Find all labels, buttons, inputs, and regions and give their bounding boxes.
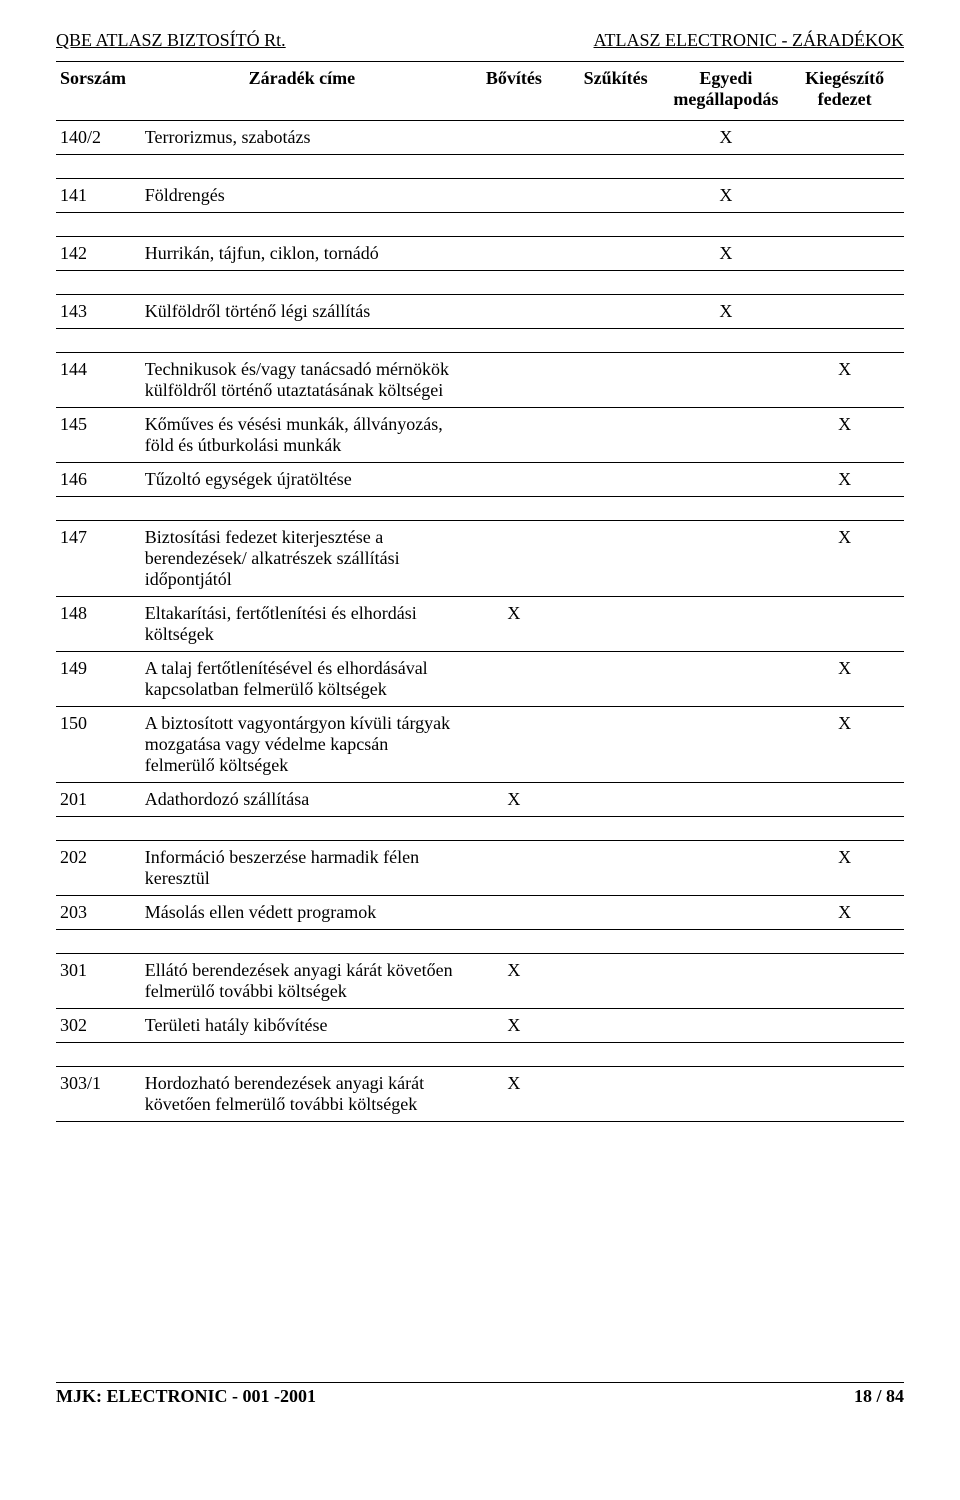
cell-num: 203 bbox=[56, 896, 141, 930]
clauses-table: Sorszám Záradék címe Bővítés Szűkítés Eg… bbox=[56, 61, 904, 1122]
table-row: 144 Technikusok és/vagy tanácsadó mérnök… bbox=[56, 353, 904, 408]
cell-title: Biztosítási fedezet kiterjesztése a bere… bbox=[141, 521, 463, 597]
cell-num: 301 bbox=[56, 954, 141, 1009]
table-row: 202 Információ beszerzése harmadik félen… bbox=[56, 841, 904, 896]
cell-num: 143 bbox=[56, 295, 141, 329]
cell-num: 302 bbox=[56, 1009, 141, 1043]
cell-title: A biztosított vagyontárgyon kívüli tárgy… bbox=[141, 707, 463, 783]
cell-title: Információ beszerzése harmadik félen ker… bbox=[141, 841, 463, 896]
th-cim: Záradék címe bbox=[141, 62, 463, 121]
th-bovites: Bővítés bbox=[463, 62, 565, 121]
cell-num: 142 bbox=[56, 237, 141, 271]
cell-mark: X bbox=[785, 521, 904, 597]
table-row: 203 Másolás ellen védett programok X bbox=[56, 896, 904, 930]
table-row: 146 Tűzoltó egységek újratöltése X bbox=[56, 463, 904, 497]
th-egyedi-l2: megállapodás bbox=[673, 89, 778, 109]
cell-mark: X bbox=[785, 408, 904, 463]
cell-mark: X bbox=[463, 783, 565, 817]
cell-mark: X bbox=[785, 896, 904, 930]
cell-mark: X bbox=[785, 707, 904, 783]
footer-right: 18 / 84 bbox=[767, 1383, 904, 1408]
table-row: 149 A talaj fertőtlenítésével és elhordá… bbox=[56, 652, 904, 707]
th-egyedi: Egyedi megállapodás bbox=[667, 62, 786, 121]
cell-num: 148 bbox=[56, 597, 141, 652]
cell-title: Földrengés bbox=[141, 179, 463, 213]
table-row: 140/2 Terrorizmus, szabotázs X bbox=[56, 121, 904, 155]
cell-mark: X bbox=[667, 121, 786, 155]
cell-title: A talaj fertőtlenítésével és elhordásáva… bbox=[141, 652, 463, 707]
th-sorszam: Sorszám bbox=[56, 62, 141, 121]
cell-title: Ellátó berendezések anyagi kárát követőe… bbox=[141, 954, 463, 1009]
cell-num: 146 bbox=[56, 463, 141, 497]
cell-mark: X bbox=[785, 353, 904, 408]
cell-num: 201 bbox=[56, 783, 141, 817]
cell-title: Eltakarítási, fertőtlenítési és elhordás… bbox=[141, 597, 463, 652]
page-footer: MJK: ELECTRONIC - 001 -2001 18 / 84 bbox=[56, 1382, 904, 1407]
cell-num: 150 bbox=[56, 707, 141, 783]
table-row: 147 Biztosítási fedezet kiterjesztése a … bbox=[56, 521, 904, 597]
table-row: 302 Területi hatály kibővítése X bbox=[56, 1009, 904, 1043]
table-row: 150 A biztosított vagyontárgyon kívüli t… bbox=[56, 707, 904, 783]
cell-title: Hordozható berendezések anyagi kárát köv… bbox=[141, 1067, 463, 1122]
cell-num: 149 bbox=[56, 652, 141, 707]
cell-title: Kőműves és vésési munkák, állványozás, f… bbox=[141, 408, 463, 463]
cell-title: Technikusok és/vagy tanácsadó mérnökök k… bbox=[141, 353, 463, 408]
cell-num: 303/1 bbox=[56, 1067, 141, 1122]
cell-mark: X bbox=[785, 463, 904, 497]
table-row: 148 Eltakarítási, fertőtlenítési és elho… bbox=[56, 597, 904, 652]
table-row: 201 Adathordozó szállítása X bbox=[56, 783, 904, 817]
table-row: 141 Földrengés X bbox=[56, 179, 904, 213]
cell-mark: X bbox=[463, 597, 565, 652]
th-kieg: Kiegészítő fedezet bbox=[785, 62, 904, 121]
cell-num: 145 bbox=[56, 408, 141, 463]
cell-title: Külföldről történő légi szállítás bbox=[141, 295, 463, 329]
cell-mark: X bbox=[667, 295, 786, 329]
cell-title: Adathordozó szállítása bbox=[141, 783, 463, 817]
cell-num: 147 bbox=[56, 521, 141, 597]
cell-num: 144 bbox=[56, 353, 141, 408]
table-row: 303/1 Hordozható berendezések anyagi kár… bbox=[56, 1067, 904, 1122]
cell-mark: X bbox=[667, 179, 786, 213]
th-kieg-l1: Kiegészítő bbox=[805, 68, 884, 88]
cell-title: Másolás ellen védett programok bbox=[141, 896, 463, 930]
cell-title: Terrorizmus, szabotázs bbox=[141, 121, 463, 155]
header-right: ATLASZ ELECTRONIC - ZÁRADÉKOK bbox=[594, 30, 904, 51]
th-kieg-l2: fedezet bbox=[818, 89, 872, 109]
cell-mark: X bbox=[463, 1067, 565, 1122]
cell-mark: X bbox=[785, 841, 904, 896]
cell-title: Tűzoltó egységek újratöltése bbox=[141, 463, 463, 497]
table-row: 301 Ellátó berendezések anyagi kárát köv… bbox=[56, 954, 904, 1009]
cell-title: Hurrikán, tájfun, ciklon, tornádó bbox=[141, 237, 463, 271]
cell-title: Területi hatály kibővítése bbox=[141, 1009, 463, 1043]
cell-mark: X bbox=[463, 1009, 565, 1043]
cell-mark: X bbox=[463, 954, 565, 1009]
cell-num: 140/2 bbox=[56, 121, 141, 155]
table-header-row: Sorszám Záradék címe Bővítés Szűkítés Eg… bbox=[56, 62, 904, 121]
cell-num: 141 bbox=[56, 179, 141, 213]
page-header: QBE ATLASZ BIZTOSÍTÓ Rt. ATLASZ ELECTRON… bbox=[56, 30, 904, 51]
header-left: QBE ATLASZ BIZTOSÍTÓ Rt. bbox=[56, 30, 286, 51]
footer-left: MJK: ELECTRONIC - 001 -2001 bbox=[56, 1383, 767, 1408]
th-egyedi-l1: Egyedi bbox=[699, 68, 752, 88]
table-row: 142 Hurrikán, tájfun, ciklon, tornádó X bbox=[56, 237, 904, 271]
th-szukites: Szűkítés bbox=[565, 62, 667, 121]
table-row: 143 Külföldről történő légi szállítás X bbox=[56, 295, 904, 329]
cell-num: 202 bbox=[56, 841, 141, 896]
cell-mark: X bbox=[785, 652, 904, 707]
table-row: 145 Kőműves és vésési munkák, állványozá… bbox=[56, 408, 904, 463]
cell-mark: X bbox=[667, 237, 786, 271]
